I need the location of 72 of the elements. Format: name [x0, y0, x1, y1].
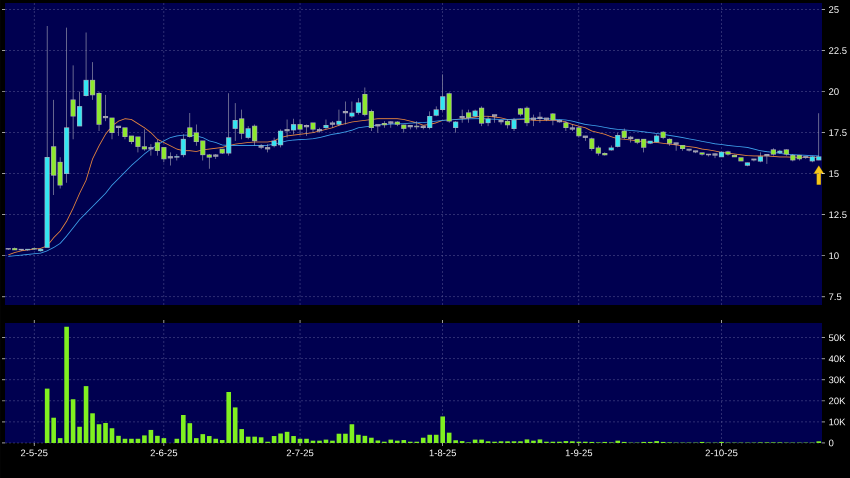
bar	[155, 436, 160, 443]
bar	[213, 438, 218, 443]
y-tick-label: 10K	[829, 418, 846, 426]
bar	[420, 438, 426, 443]
x-tick-label: 2-10-25	[706, 450, 738, 456]
y-tick-label: 50K	[828, 334, 846, 342]
bar	[258, 437, 264, 443]
bar	[284, 432, 290, 443]
bar	[194, 438, 199, 443]
bar	[453, 440, 458, 443]
y-tick-label: 10	[829, 252, 839, 260]
bar	[58, 438, 62, 443]
bar	[369, 438, 374, 443]
candlestick	[453, 120, 458, 133]
y-tick-label: 22.5	[829, 47, 847, 54]
bar	[51, 418, 56, 443]
bar	[356, 434, 361, 443]
bar	[278, 434, 283, 443]
bar	[226, 392, 232, 443]
bar	[174, 438, 180, 443]
bar	[440, 416, 445, 443]
candlestick	[738, 156, 744, 162]
bar	[188, 423, 192, 443]
bar	[206, 436, 212, 443]
y-tick-label: 25	[829, 6, 839, 13]
bar	[239, 429, 244, 443]
bar	[272, 436, 276, 443]
bar	[388, 440, 394, 443]
candlestick	[492, 114, 498, 124]
bar	[220, 440, 225, 443]
candlestick	[180, 134, 186, 158]
bar	[148, 430, 154, 443]
bar	[44, 388, 50, 443]
bar	[142, 435, 147, 443]
y-tick-label: 12.5	[829, 211, 847, 218]
bar	[232, 407, 238, 443]
candlestick	[744, 162, 750, 167]
x-tick-label: 2-7-25	[286, 450, 314, 456]
bar	[446, 432, 452, 443]
bar	[343, 434, 348, 443]
bar	[181, 414, 186, 443]
x-tick-label: 2-5-25	[20, 450, 48, 456]
y-tick-label: 0	[828, 440, 834, 446]
bar	[401, 440, 406, 443]
candlestick	[323, 119, 329, 130]
bar	[252, 436, 257, 443]
y-tick-label: 40K	[828, 355, 846, 362]
y-tick-label: 30K	[828, 376, 846, 384]
bar	[376, 440, 380, 443]
x-tick-label: 1-8-25	[430, 450, 456, 456]
x-tick-label: 2-6-25	[150, 450, 178, 456]
bar	[77, 426, 82, 443]
bar	[362, 436, 368, 443]
candlestick	[732, 154, 738, 158]
candlestick	[692, 150, 698, 154]
bar	[70, 399, 76, 443]
y-tick-label: 15	[829, 170, 839, 177]
x-tick-label: 1-9-25	[566, 450, 592, 456]
y-tick-label: 17.5	[829, 129, 847, 136]
bar	[64, 326, 69, 443]
bar	[200, 434, 206, 443]
bar	[162, 438, 166, 443]
bar	[350, 424, 354, 443]
bar	[246, 436, 250, 443]
bar	[479, 440, 484, 443]
bar	[427, 434, 432, 443]
y-tick-label: 20	[829, 88, 839, 95]
y-tick-label: 20K	[829, 398, 846, 404]
y-tick-label: 7.5	[829, 293, 842, 300]
bar	[434, 434, 438, 443]
candlestick	[608, 145, 614, 152]
bar	[472, 440, 478, 443]
